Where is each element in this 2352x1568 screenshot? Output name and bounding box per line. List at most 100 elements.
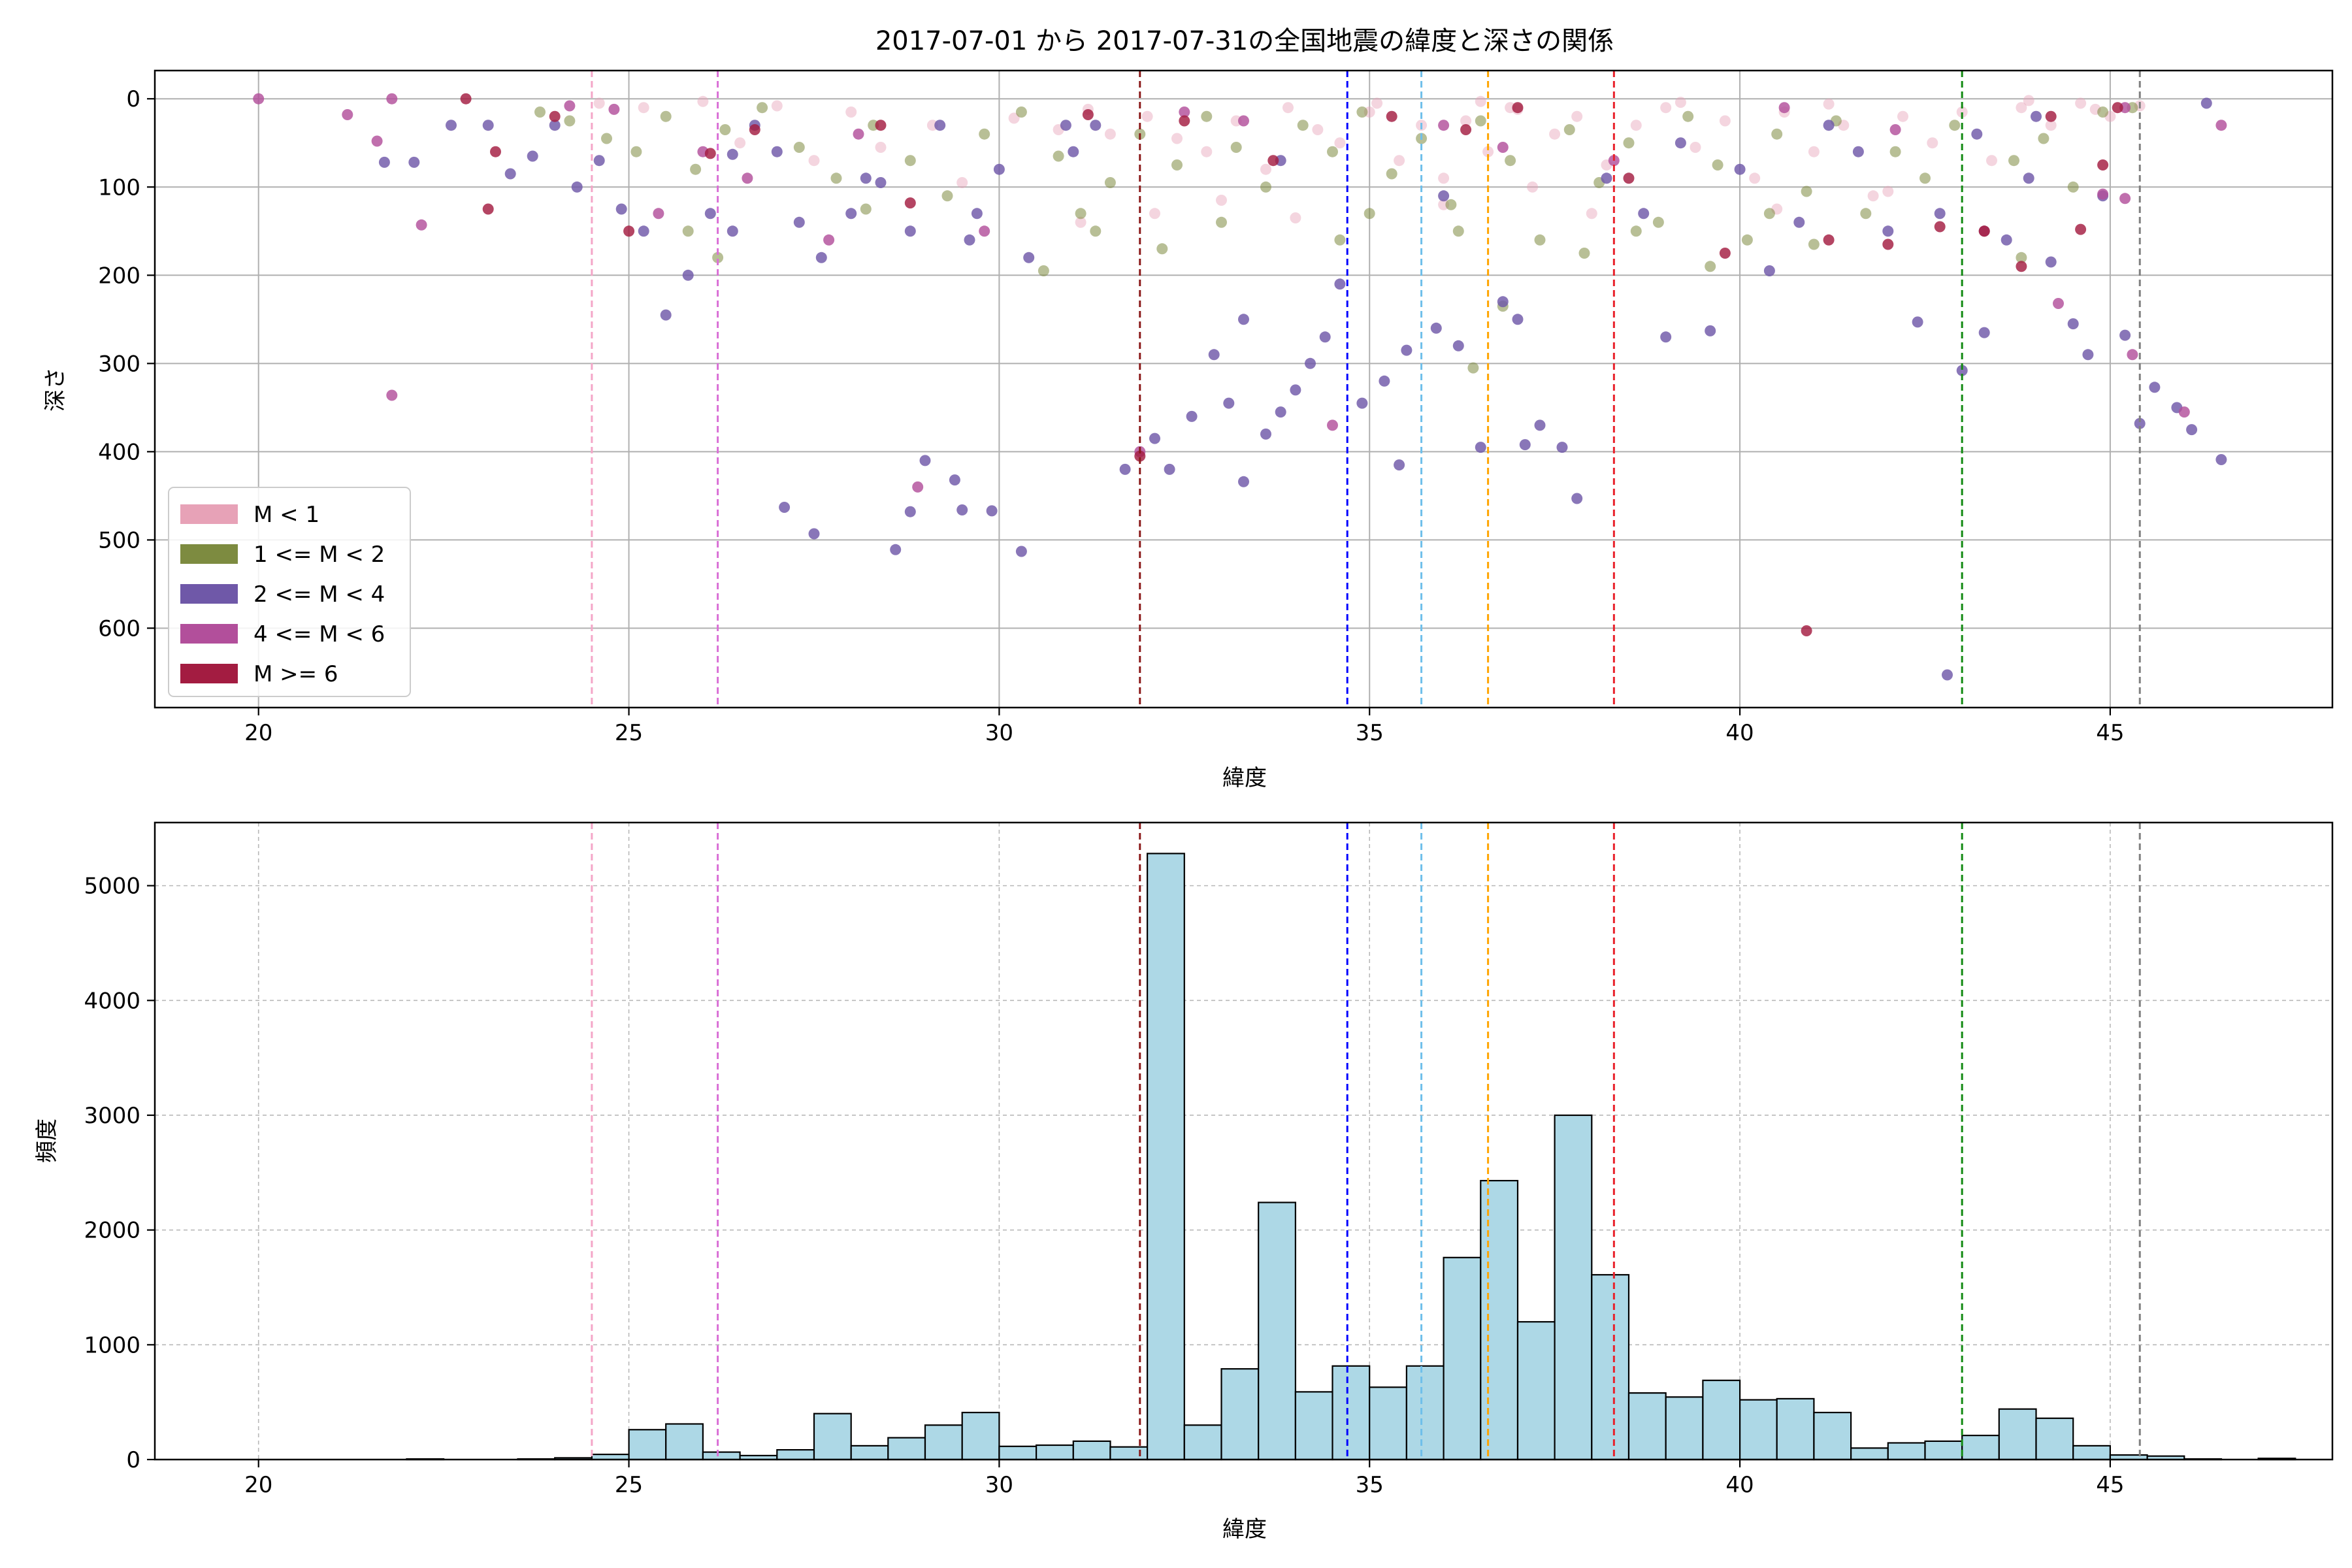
- scatter-point: [608, 103, 620, 115]
- y-tick-label: 0: [126, 1447, 140, 1473]
- scatter-point: [964, 234, 975, 246]
- scatter-point: [1305, 357, 1316, 369]
- scatter-point: [1334, 234, 1346, 246]
- scatter-point: [1201, 110, 1213, 122]
- scatter-point: [2075, 97, 2087, 109]
- x-tick-label: 45: [2096, 720, 2124, 746]
- scatter-point: [719, 124, 731, 135]
- scatter-point: [815, 252, 827, 263]
- scatter-point: [860, 172, 872, 184]
- scatter-point: [1023, 252, 1035, 263]
- scatter-point: [1475, 115, 1486, 127]
- scatter-point: [1934, 221, 1946, 233]
- scatter-point: [1290, 384, 1301, 396]
- scatter-point: [446, 120, 457, 131]
- scatter-point: [1660, 331, 1672, 343]
- scatter-point: [1578, 248, 1590, 259]
- scatter-point: [2031, 110, 2042, 122]
- scatter-point: [1460, 124, 1472, 135]
- scatter-point: [1749, 172, 1761, 184]
- histogram-y-ticks: 0 1000 2000 3000 4000 5000: [84, 874, 155, 1473]
- scatter-point: [1793, 216, 1805, 228]
- scatter-point: [490, 146, 501, 157]
- scatter-point: [1497, 296, 1509, 308]
- scatter-point: [1223, 397, 1235, 409]
- scatter-point: [1741, 234, 1753, 246]
- scatter-point: [371, 135, 383, 147]
- scatter-point: [1882, 186, 1894, 197]
- scatter-point: [1082, 109, 1094, 120]
- histogram-bar: [1702, 1379, 1741, 1461]
- scatter-point: [986, 505, 998, 517]
- scatter-point: [1823, 98, 1835, 110]
- scatter-point: [1674, 137, 1686, 149]
- scatter-point: [1275, 406, 1286, 418]
- scatter-point: [934, 120, 946, 131]
- histogram-bar: [702, 1451, 741, 1461]
- scatter-point: [875, 177, 887, 188]
- legend-label: 4 <= M < 6: [253, 621, 385, 647]
- scatter-point: [808, 528, 820, 540]
- scatter-point: [1949, 120, 1961, 131]
- scatter-point: [1912, 316, 1923, 328]
- scatter-point: [1956, 106, 1968, 118]
- scatter-y-axis-label: 深さ: [42, 367, 69, 412]
- x-tick-label: 30: [985, 720, 1013, 746]
- histogram-bar: [665, 1423, 704, 1461]
- scatter-point: [1556, 442, 1568, 453]
- scatter-point: [460, 93, 472, 105]
- histogram-bar: [1331, 1365, 1371, 1461]
- scatter-point: [1571, 110, 1583, 122]
- scatter-point: [1075, 216, 1086, 228]
- scatter-point: [1638, 208, 1650, 220]
- scatter-point: [1186, 410, 1198, 422]
- histogram-bar: [1627, 1392, 1667, 1461]
- histogram-bar: [998, 1445, 1037, 1461]
- scatter-point: [660, 110, 672, 122]
- scatter-point: [1919, 172, 1931, 184]
- scatter-point: [527, 150, 538, 162]
- scatter-point: [1037, 265, 1049, 276]
- scatter-point: [571, 181, 583, 193]
- scatter-reference-lines: [591, 71, 2141, 708]
- y-tick-label: 3000: [84, 1103, 140, 1129]
- x-tick-label: 20: [244, 720, 272, 746]
- histogram-bar: [2035, 1417, 2074, 1461]
- scatter-point: [1690, 142, 1701, 153]
- scatter-point: [1771, 128, 1783, 140]
- scatter-point: [386, 389, 398, 401]
- y-tick-label: 5000: [84, 874, 140, 900]
- scatter-point: [1808, 146, 1820, 157]
- scatter-point: [1430, 322, 1442, 334]
- legend-label: 1 <= M < 2: [253, 542, 385, 568]
- scatter-point: [690, 163, 702, 175]
- y-tick-label: 300: [98, 351, 140, 377]
- histogram-panel: 20 25 30 35 40 45 0 1000 2000 3000 4000 5000 緯度 頻度: [34, 821, 2334, 1543]
- legend-swatch: [180, 624, 238, 644]
- scatter-point: [697, 95, 709, 107]
- scatter-point: [1238, 476, 1249, 487]
- histogram-bar: [1961, 1435, 2000, 1461]
- scatter-point: [1053, 150, 1064, 162]
- scatter-point: [1801, 186, 1812, 197]
- scatter-point: [860, 203, 872, 215]
- scatter-point: [771, 146, 783, 157]
- scatter-point: [2016, 261, 2027, 272]
- histogram-bar: [1998, 1408, 2037, 1461]
- scatter-point: [1371, 97, 1383, 109]
- scatter-point: [1927, 137, 1938, 149]
- scatter-point: [1149, 433, 1160, 444]
- scatter-point: [1823, 120, 1835, 131]
- scatter-point: [1438, 172, 1450, 184]
- histogram-bar: [887, 1437, 926, 1461]
- scatter-point: [482, 120, 494, 131]
- scatter-point: [2067, 181, 2079, 193]
- scatter-point: [2067, 318, 2079, 330]
- x-tick-label: 30: [985, 1472, 1013, 1498]
- scatter-point: [1090, 120, 1102, 131]
- scatter-point: [1778, 102, 1790, 114]
- y-tick-label: 2000: [84, 1218, 140, 1244]
- y-tick-label: 1000: [84, 1332, 140, 1358]
- scatter-point: [1860, 208, 1872, 220]
- scatter-point: [1705, 261, 1716, 272]
